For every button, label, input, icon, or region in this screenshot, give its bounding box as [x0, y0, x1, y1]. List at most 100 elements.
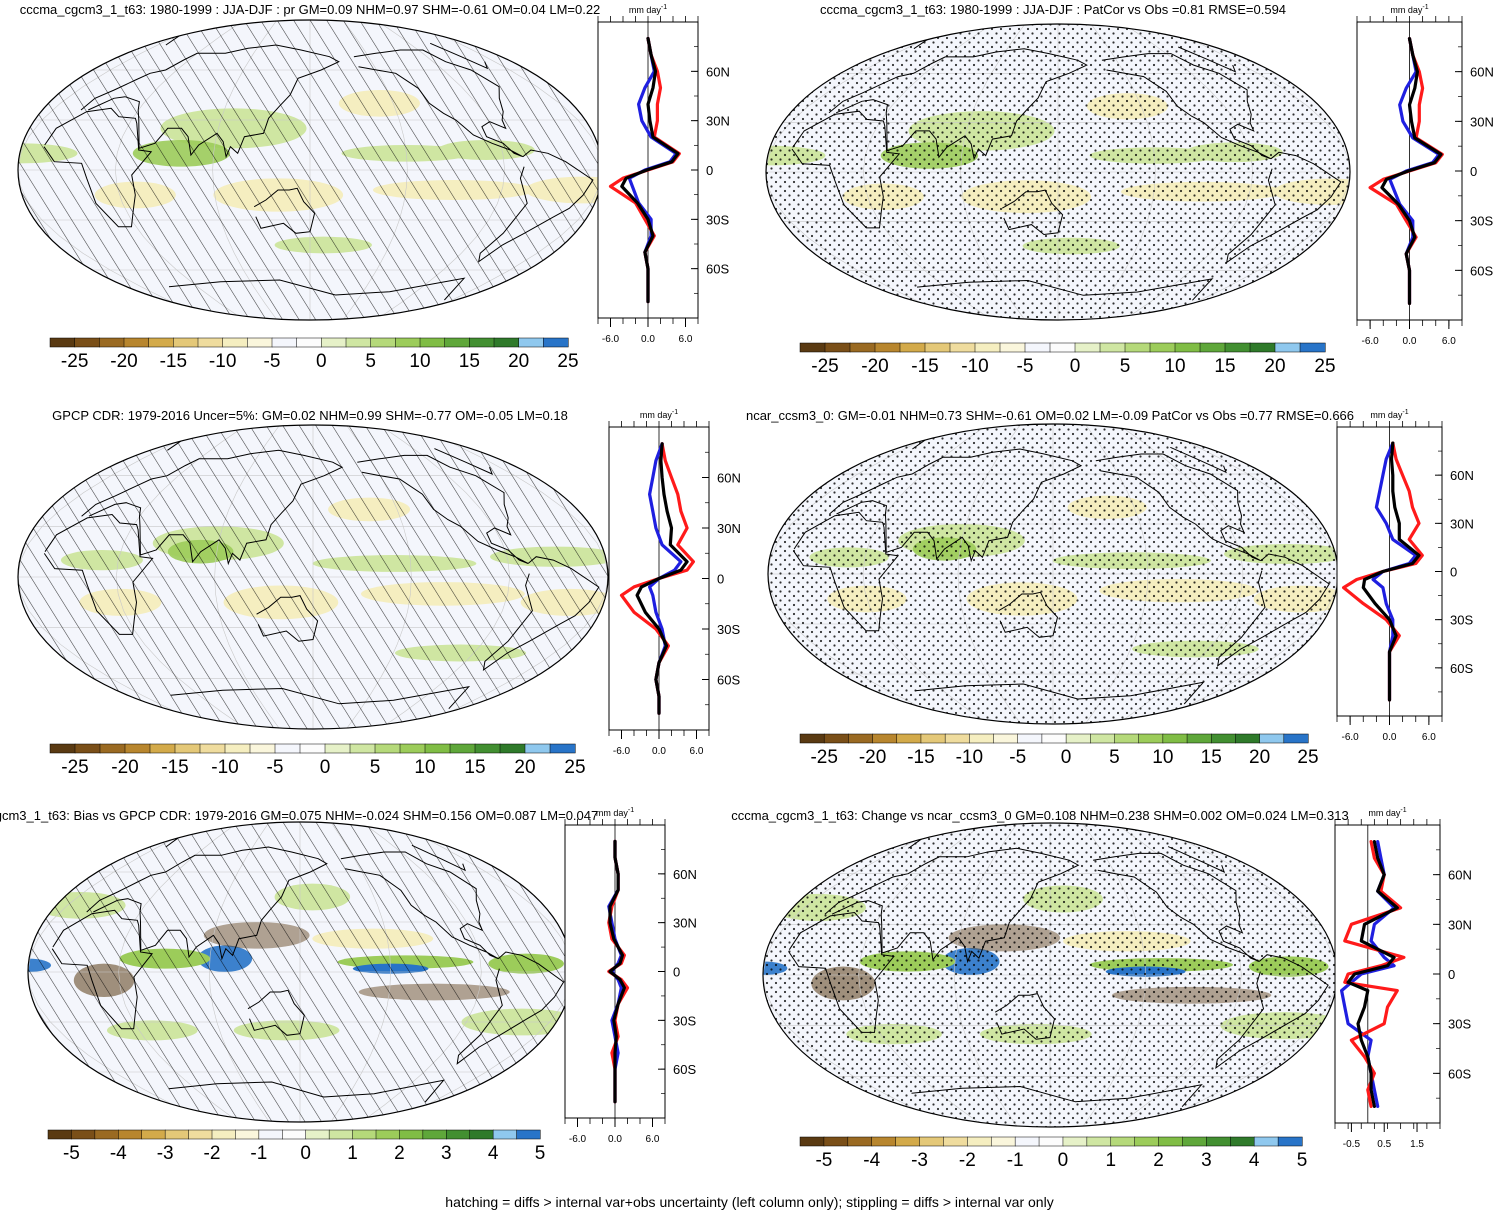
zonal-x-tick-label: 0.5: [1377, 1139, 1391, 1150]
colorbar-swatch: [1206, 1136, 1231, 1147]
panel-title: cccma_cgcm3_1_t63: 1980-1999 : JJA-DJF :…: [820, 2, 1286, 17]
zonal-y-tick-label: 0: [717, 572, 724, 587]
colorbar-swatch: [324, 743, 351, 754]
panel-4: ncar_ccsm3_0: GM=-0.01 NHM=0.73 SHM=-0.6…: [746, 408, 1474, 768]
colorbar-swatch: [71, 1129, 96, 1140]
colorbar-swatch: [395, 337, 421, 348]
colorbar-tick-label: 10: [1164, 356, 1185, 377]
colorbar-swatch: [258, 1129, 283, 1140]
zonal-unit-exponent: -1: [1402, 409, 1408, 416]
zonal-y-tick-label: 0: [706, 163, 713, 178]
colorbar-tick-label: 10: [409, 351, 430, 372]
colorbar-tick-label: -20: [110, 351, 137, 372]
zonal-y-tick-label: 60N: [1470, 65, 1494, 80]
colorbar-swatch: [188, 1129, 213, 1140]
colorbar-swatch: [274, 743, 301, 754]
zonal-series-mean: [635, 442, 689, 715]
colorbar-tick-label: -5: [63, 1143, 80, 1164]
colorbar-swatch: [919, 1136, 944, 1147]
zonal-unit-label: mm day-1: [1390, 4, 1428, 15]
colorbar-swatch: [1049, 342, 1076, 353]
colorbar-tick-label: -25: [810, 747, 837, 768]
colorbar-swatch: [1086, 1136, 1112, 1147]
colorbar-swatch: [1014, 1136, 1040, 1147]
zonal-x-tick-label: 0.0: [652, 746, 666, 757]
colorbar-swatch: [1017, 733, 1043, 744]
colorbar-swatch: [118, 1129, 143, 1140]
colorbar-swatch: [370, 337, 396, 348]
zonal-y-tick-label: 30S: [673, 1013, 696, 1028]
panel-2: cccma_cgcm3_1_t63: 1980-1999 : JJA-DJF :…: [765, 2, 1494, 377]
colorbar-swatch: [271, 337, 298, 348]
colorbar-tick-label: 15: [1214, 356, 1235, 377]
colorbar-swatch: [1024, 342, 1051, 353]
colorbar-swatch: [516, 1129, 541, 1140]
colorbar-tick-label: -5: [815, 1150, 832, 1171]
colorbar-swatch: [1041, 733, 1067, 744]
colorbar-tick-label: -3: [911, 1150, 928, 1171]
colorbar-tick-label: 10: [1152, 747, 1173, 768]
colorbar-swatch: [1199, 342, 1226, 353]
colorbar-swatch: [305, 1129, 330, 1140]
colorbar-swatch: [49, 337, 76, 348]
zonal-y-tick-label: 30N: [673, 916, 697, 931]
colorbar: -5 -4 -3 -2 -1 0 1 2 3 4 5: [799, 1136, 1307, 1171]
colorbar-swatch: [352, 1129, 377, 1140]
zonal-plot: mm day-1 -6.0 0.0 6.0 60N 30N 0 30S 60S: [608, 409, 741, 757]
colorbar-swatch: [1224, 342, 1251, 353]
colorbar: -5 -4 -3 -2 -1 0 1 2 3 4 5: [47, 1129, 545, 1164]
colorbar-swatch: [446, 1129, 471, 1140]
zonal-x-tick-label: -6.0: [1362, 336, 1380, 347]
zonal-x-tick-label: 6.0: [646, 1134, 660, 1145]
zonal-y-tick-label: 0: [1448, 967, 1455, 982]
colorbar-tick-label: -5: [1009, 747, 1026, 768]
zonal-plot: mm day-1 -6.0 0.0 6.0 60N 30N 0 30S 60S: [1356, 4, 1494, 347]
colorbar-swatch: [1277, 1136, 1303, 1147]
colorbar-swatch: [924, 342, 951, 353]
colorbar-tick-label: -20: [859, 747, 886, 768]
colorbar-tick-label: 1: [1105, 1150, 1116, 1171]
colorbar-swatch: [949, 342, 976, 353]
panel-1: cccma_cgcm3_1_t63: 1980-1999 : JJA-DJF :…: [17, 2, 730, 372]
colorbar-swatch: [974, 342, 1001, 353]
colorbar-tick-label: 5: [370, 757, 381, 778]
colorbar-tick-label: 20: [514, 757, 535, 778]
zonal-y-tick-label: 60N: [717, 471, 741, 486]
colorbar-swatch: [1186, 733, 1212, 744]
colorbar-swatch: [148, 337, 174, 348]
zonal-y-tick-label: 60N: [1448, 868, 1472, 883]
panel-6: cccma_cgcm3_1_t63: Change vs ncar_ccsm3_…: [731, 807, 1472, 1171]
colorbar-swatch: [1253, 1136, 1279, 1147]
colorbar-swatch: [235, 1129, 260, 1140]
colorbar-tick-label: 20: [1249, 747, 1270, 768]
zonal-y-tick-label: 0: [1450, 565, 1457, 580]
colorbar-swatch: [1230, 1136, 1255, 1147]
colorbar-tick-label: 5: [1109, 747, 1120, 768]
colorbar-swatch: [969, 733, 995, 744]
colorbar-swatch: [47, 1129, 72, 1140]
colorbar-swatch: [469, 337, 495, 348]
colorbar-swatch: [871, 1136, 897, 1147]
colorbar-tick-label: -4: [863, 1150, 880, 1171]
zonal-y-tick-label: 60N: [1450, 468, 1474, 483]
colorbar-swatch: [222, 337, 248, 348]
colorbar-swatch: [823, 1136, 849, 1147]
zonal-unit-exponent: -1: [1422, 4, 1428, 11]
colorbar-swatch: [999, 342, 1026, 353]
stippling-overlay: [766, 24, 1350, 320]
colorbar-swatch: [1038, 1136, 1064, 1147]
panel-title: ncar_ccsm3_0: GM=-0.01 NHM=0.73 SHM=-0.6…: [746, 408, 1354, 423]
colorbar-swatch: [849, 342, 876, 353]
colorbar-swatch: [1114, 733, 1140, 744]
colorbar-tick-label: 0: [1061, 747, 1072, 768]
colorbar-tick-label: 15: [1201, 747, 1222, 768]
colorbar-swatch: [824, 342, 851, 353]
colorbar-tick-label: -5: [264, 351, 281, 372]
colorbar-swatch: [444, 337, 470, 348]
colorbar-swatch: [424, 743, 451, 754]
zonal-y-tick-label: 60N: [673, 867, 697, 882]
colorbar-swatch: [422, 1129, 447, 1140]
colorbar-swatch: [1174, 342, 1201, 353]
zonal-unit-exponent: -1: [661, 4, 667, 11]
